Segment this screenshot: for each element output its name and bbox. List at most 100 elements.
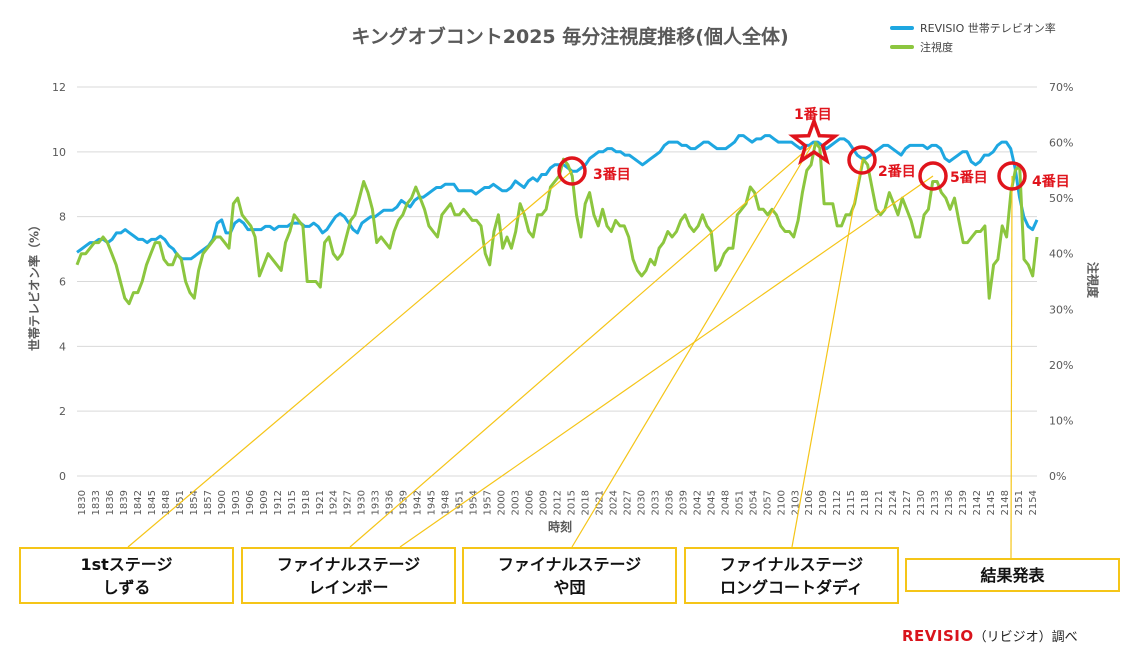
x-tick-label: 1854 [189, 490, 200, 515]
y-tick-right: 10% [1049, 414, 1073, 427]
x-tick-label: 2118 [860, 490, 871, 515]
leader-line [127, 170, 573, 548]
x-tick-label: 2136 [944, 490, 955, 515]
legend-label-household: REVISIO 世帯テレビオン率 [920, 21, 1056, 35]
x-tick-label: 2130 [916, 490, 927, 515]
x-tick-label: 1842 [133, 490, 144, 515]
x-tick-label: 1945 [427, 490, 438, 515]
x-tick-label: 1942 [413, 490, 424, 515]
x-tick-label: 2151 [1014, 490, 1025, 515]
x-tick-label: 1933 [371, 490, 382, 515]
legend-item-household: REVISIO 世帯テレビオン率 [890, 18, 1056, 37]
x-tick-label: 2124 [888, 490, 899, 515]
y-tick-right: 0% [1049, 470, 1066, 483]
legend-label-attention: 注視度 [920, 40, 953, 54]
rank-label-2: 2番目 [878, 164, 916, 180]
x-tick-label: 2033 [650, 490, 661, 515]
leader-line [399, 175, 934, 548]
x-tick-label: 2100 [776, 490, 787, 515]
y-tick-right: 60% [1049, 137, 1073, 150]
x-tick-label: 1845 [147, 490, 158, 515]
series-line-attention [75, 141, 1039, 306]
x-tick-label: 1951 [455, 490, 466, 515]
y-tick-right: 20% [1049, 359, 1073, 372]
x-tick-label: 2148 [1000, 490, 1011, 515]
x-tick-label: 2154 [1028, 490, 1039, 515]
x-tick-label: 1921 [315, 490, 326, 515]
x-tick-label: 2045 [706, 490, 717, 515]
rank-marker-circle [918, 161, 948, 191]
legend-swatch-attention [890, 44, 914, 49]
x-tick-label: 2024 [608, 490, 619, 515]
rank-marker-circle [997, 161, 1027, 191]
x-tick-label: 2139 [958, 490, 969, 515]
x-tick-label: 1918 [301, 490, 312, 515]
x-tick-label: 1833 [91, 490, 102, 515]
leader-line [1010, 175, 1013, 559]
x-tick-label: 2103 [790, 490, 801, 515]
x-tick-label: 2003 [511, 490, 522, 515]
x-tick-label: 1927 [343, 490, 354, 515]
x-tick-label: 2039 [678, 490, 689, 515]
y-tick-right: 70% [1049, 81, 1073, 94]
segment-box-1: 1stステージ しずる [19, 547, 234, 604]
x-tick-label: 1830 [77, 490, 88, 515]
x-tick-label: 2121 [874, 490, 885, 515]
y-tick-left: 10 [52, 146, 66, 159]
x-tick-label: 2021 [594, 490, 605, 515]
x-tick-label: 2057 [762, 490, 773, 515]
x-tick-label: 2054 [748, 490, 759, 515]
legend: REVISIO 世帯テレビオン率 注視度 [890, 18, 1056, 56]
x-axis-title: 時刻 [547, 520, 572, 534]
x-tick-label: 1954 [469, 490, 480, 515]
rank-label-1: 1番目 [794, 107, 832, 123]
leader-line [791, 159, 863, 548]
x-tick-label: 1936 [385, 490, 396, 515]
series-line-household [76, 134, 1039, 261]
x-tick-label: 2048 [720, 490, 731, 515]
x-tick-label: 2006 [525, 490, 536, 515]
x-tick-label: 1948 [441, 490, 452, 515]
credit-brand: REVISIO [902, 627, 974, 645]
x-tick-label: 1909 [259, 490, 270, 515]
credit: REVISIO（リビジオ）調べ [902, 626, 1078, 645]
x-tick-label: 1924 [329, 490, 340, 515]
legend-swatch-household [890, 25, 914, 30]
x-tick-label: 1912 [273, 490, 284, 515]
rank-marker-star [788, 115, 840, 165]
x-tick-label: 2051 [734, 490, 745, 515]
y-tick-right: 30% [1049, 303, 1073, 316]
x-tick-label: 1839 [119, 490, 130, 515]
y-axis-right-title-wrap: 注視度 [1078, 240, 1108, 320]
x-tick-label: 2133 [930, 490, 941, 515]
x-tick-label: 1939 [399, 490, 410, 515]
leader-line [349, 144, 813, 548]
credit-text: （リビジオ）調べ [973, 630, 1078, 645]
leader-line [571, 144, 813, 548]
segment-box-5: 結果発表 [905, 558, 1120, 592]
chart-title: キングオブコント2025 毎分注視度推移(個人全体) [351, 26, 789, 48]
legend-item-attention: 注視度 [890, 37, 1056, 56]
x-tick-label: 1915 [287, 490, 298, 515]
x-tick-label: 2030 [636, 490, 647, 515]
x-tick-label: 2009 [539, 490, 550, 515]
y-tick-left: 0 [59, 470, 66, 483]
x-tick-label: 1957 [483, 490, 494, 515]
x-tick-label: 1930 [357, 490, 368, 515]
y-tick-right: 40% [1049, 248, 1073, 261]
segment-box-4: ファイナルステージ ロングコートダディ [684, 547, 899, 604]
x-tick-label: 1848 [161, 490, 172, 515]
x-tick-label: 2109 [818, 490, 829, 515]
y-tick-left: 8 [59, 211, 66, 224]
rank-marker-circle [557, 156, 587, 186]
x-tick-label: 2036 [664, 490, 675, 515]
x-tick-label: 2106 [804, 490, 815, 515]
x-tick-label: 2000 [497, 490, 508, 515]
y-axis-left-title-wrap: 世帯テレビオン率（%） [6, 205, 66, 365]
y-axis-left-title: 世帯テレビオン率（%） [27, 218, 42, 352]
x-tick-label: 2018 [580, 490, 591, 515]
x-tick-label: 2145 [986, 490, 997, 515]
x-tick-label: 1906 [245, 490, 256, 515]
segment-box-3: ファイナルステージ や団 [462, 547, 677, 604]
